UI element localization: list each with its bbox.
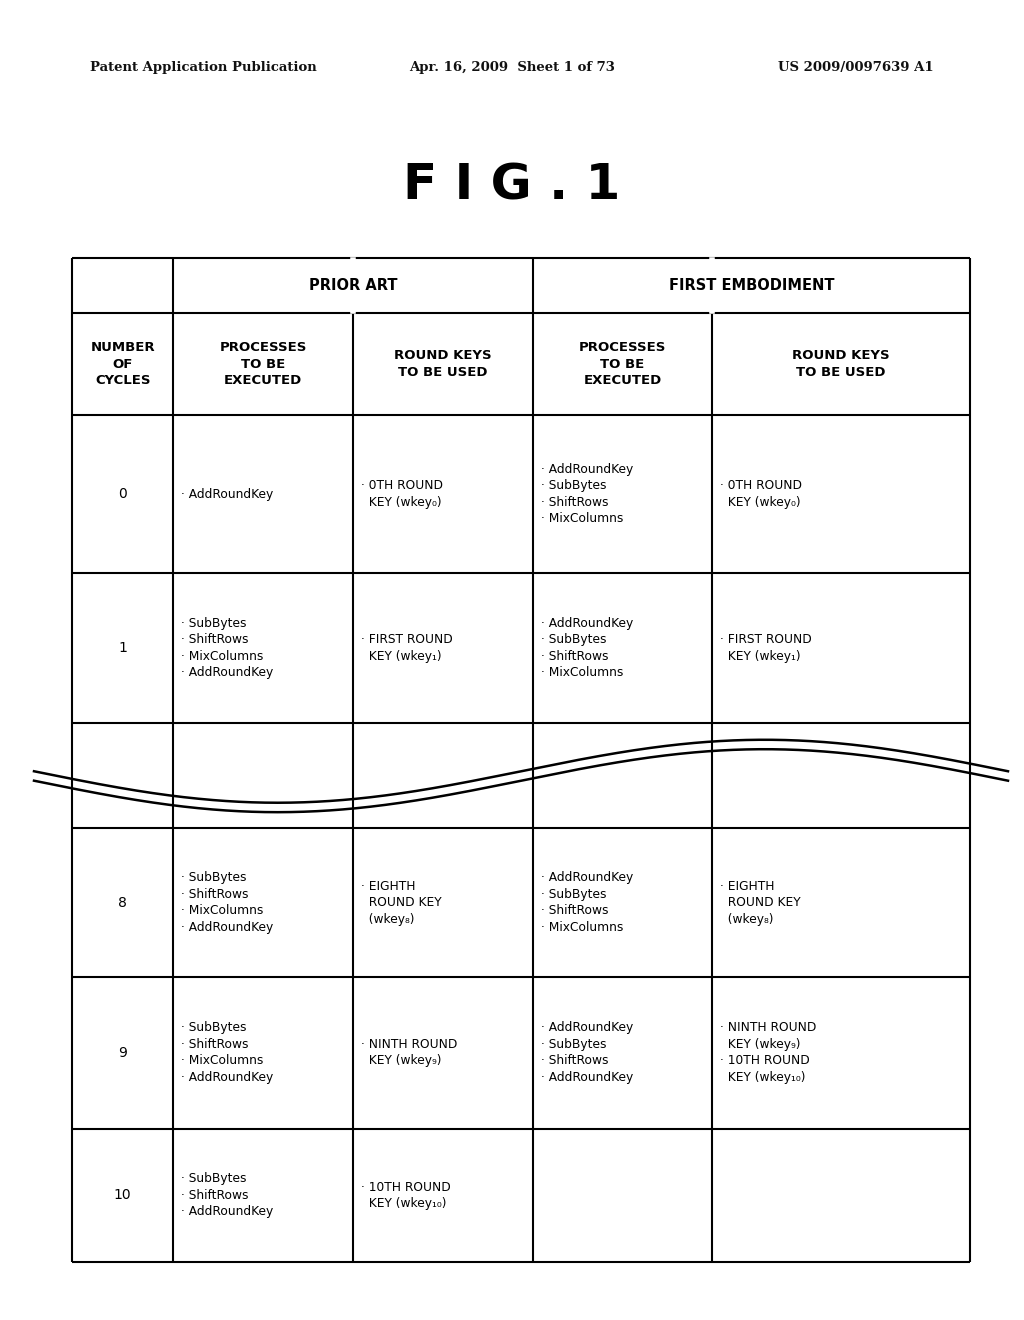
Text: · NINTH ROUND
  KEY (wkey₉): · NINTH ROUND KEY (wkey₉) [361, 1038, 458, 1068]
Text: 0: 0 [119, 487, 127, 502]
Text: · AddRoundKey
· SubBytes
· ShiftRows
· MixColumns: · AddRoundKey · SubBytes · ShiftRows · M… [541, 616, 633, 680]
Text: Patent Application Publication: Patent Application Publication [90, 62, 316, 74]
Text: 9: 9 [119, 1045, 127, 1060]
Text: · NINTH ROUND
  KEY (wkey₉)
· 10TH ROUND
  KEY (wkey₁₀): · NINTH ROUND KEY (wkey₉) · 10TH ROUND K… [720, 1022, 817, 1084]
Text: 1: 1 [119, 642, 127, 655]
Text: NUMBER
OF
CYCLES: NUMBER OF CYCLES [90, 341, 155, 387]
Text: · FIRST ROUND
  KEY (wkey₁): · FIRST ROUND KEY (wkey₁) [720, 634, 812, 663]
Text: · SubBytes
· ShiftRows
· MixColumns
· AddRoundKey: · SubBytes · ShiftRows · MixColumns · Ad… [181, 871, 273, 933]
Text: · 0TH ROUND
  KEY (wkey₀): · 0TH ROUND KEY (wkey₀) [361, 479, 443, 510]
Text: · AddRoundKey
· SubBytes
· ShiftRows
· MixColumns: · AddRoundKey · SubBytes · ShiftRows · M… [541, 463, 633, 525]
Text: FIRST EMBODIMENT: FIRST EMBODIMENT [669, 279, 835, 293]
Text: Apr. 16, 2009  Sheet 1 of 73: Apr. 16, 2009 Sheet 1 of 73 [409, 62, 615, 74]
Text: 8: 8 [119, 895, 127, 909]
Text: · EIGHTH
  ROUND KEY
  (wkey₈): · EIGHTH ROUND KEY (wkey₈) [361, 879, 441, 925]
Text: PRIOR ART: PRIOR ART [309, 279, 397, 293]
Text: · AddRoundKey: · AddRoundKey [181, 487, 273, 500]
Text: 10: 10 [114, 1188, 131, 1203]
Text: · 0TH ROUND
  KEY (wkey₀): · 0TH ROUND KEY (wkey₀) [720, 479, 802, 510]
Text: · AddRoundKey
· SubBytes
· ShiftRows
· MixColumns: · AddRoundKey · SubBytes · ShiftRows · M… [541, 871, 633, 933]
Text: PROCESSES
TO BE
EXECUTED: PROCESSES TO BE EXECUTED [219, 341, 307, 387]
Text: F I G . 1: F I G . 1 [403, 161, 621, 209]
Text: · SubBytes
· ShiftRows
· MixColumns
· AddRoundKey: · SubBytes · ShiftRows · MixColumns · Ad… [181, 616, 273, 680]
Text: PROCESSES
TO BE
EXECUTED: PROCESSES TO BE EXECUTED [579, 341, 667, 387]
Text: ROUND KEYS
TO BE USED: ROUND KEYS TO BE USED [394, 350, 492, 379]
Text: US 2009/0097639 A1: US 2009/0097639 A1 [778, 62, 934, 74]
Text: · EIGHTH
  ROUND KEY
  (wkey₈): · EIGHTH ROUND KEY (wkey₈) [720, 879, 801, 925]
Text: · 10TH ROUND
  KEY (wkey₁₀): · 10TH ROUND KEY (wkey₁₀) [361, 1180, 451, 1210]
Text: · SubBytes
· ShiftRows
· MixColumns
· AddRoundKey: · SubBytes · ShiftRows · MixColumns · Ad… [181, 1022, 273, 1084]
Text: · SubBytes
· ShiftRows
· AddRoundKey: · SubBytes · ShiftRows · AddRoundKey [181, 1172, 273, 1218]
Text: · AddRoundKey
· SubBytes
· ShiftRows
· AddRoundKey: · AddRoundKey · SubBytes · ShiftRows · A… [541, 1022, 633, 1084]
Text: · FIRST ROUND
  KEY (wkey₁): · FIRST ROUND KEY (wkey₁) [361, 634, 453, 663]
Text: ROUND KEYS
TO BE USED: ROUND KEYS TO BE USED [793, 350, 890, 379]
